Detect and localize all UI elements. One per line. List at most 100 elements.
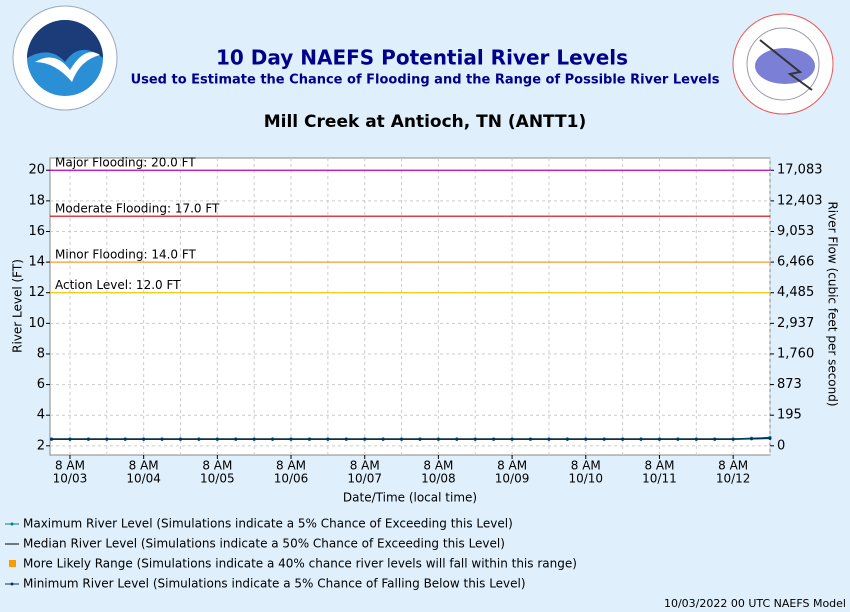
series-point <box>657 437 661 441</box>
series-point <box>529 437 533 441</box>
legend-label: More Likely Range (Simulations indicate … <box>23 557 577 571</box>
series-point <box>215 437 219 441</box>
series-point <box>436 437 440 441</box>
legend-label: Minimum River Level (Simulations indicat… <box>23 577 526 591</box>
series-point <box>307 437 311 441</box>
y-tick-label: 4 <box>37 408 45 423</box>
series-line <box>51 437 771 440</box>
x-tick-label: 8 AM <box>55 459 85 473</box>
y-tick-label: 2 <box>37 438 45 453</box>
x-tick-label: 8 AM <box>276 459 306 473</box>
y2-tick-label: 12,403 <box>777 193 823 208</box>
series-point <box>565 437 569 441</box>
station: Mill Creek at Antioch, TN (ANTT1) <box>264 112 587 132</box>
legend-marker <box>10 522 14 526</box>
threshold-label: Minor Flooding: 14.0 FT <box>55 248 197 262</box>
series-point <box>252 437 256 441</box>
noaa-logo <box>12 5 118 111</box>
x-tick-label: 8 AM <box>497 459 527 473</box>
title: 10 Day NAEFS Potential River Levels <box>216 46 628 70</box>
y-tick-label: 12 <box>28 285 45 300</box>
series-point <box>344 437 348 441</box>
x-tick-label: 10/07 <box>347 472 382 486</box>
footer: 10/03/2022 00 UTC NAEFS Model <box>664 597 846 610</box>
series-point <box>473 437 477 441</box>
series-point <box>289 437 293 441</box>
series-point <box>363 437 367 441</box>
x-tick-label: 10/11 <box>642 472 677 486</box>
series-point <box>731 437 735 441</box>
x-tick-label: 10/05 <box>200 472 235 486</box>
y2-tick-label: 2,937 <box>777 316 814 331</box>
x-axis-label: Date/Time (local time) <box>343 491 477 505</box>
x-tick-label: 8 AM <box>644 459 674 473</box>
x-tick-label: 8 AM <box>129 459 159 473</box>
y2-axis-label: River Flow (cubic feet per second) <box>826 201 840 406</box>
series-point <box>713 437 717 441</box>
series-point <box>584 437 588 441</box>
series-point <box>50 437 54 441</box>
y-tick-label: 8 <box>37 346 45 361</box>
legend-swatch <box>9 560 16 567</box>
y2-tick-label: 6,466 <box>777 255 814 270</box>
x-tick-label: 8 AM <box>718 459 748 473</box>
x-tick-label: 10/06 <box>274 472 309 486</box>
y2-tick-label: 0 <box>777 438 785 453</box>
y-tick-label: 16 <box>28 224 45 239</box>
series-point <box>768 436 772 440</box>
y2-tick-label: 873 <box>777 377 802 392</box>
y-tick-label: 18 <box>28 193 45 208</box>
y-tick-label: 14 <box>28 255 45 270</box>
series-point <box>234 437 238 441</box>
series-point <box>750 437 754 441</box>
subtitle: Used to Estimate the Chance of Flooding … <box>131 73 720 88</box>
series-point <box>400 437 404 441</box>
y2-tick-label: 1,760 <box>777 346 814 361</box>
series-point <box>197 437 201 441</box>
x-tick-label: 10/10 <box>568 472 603 486</box>
x-tick-label: 8 AM <box>571 459 601 473</box>
series-point <box>694 437 698 441</box>
x-tick-label: 8 AM <box>350 459 380 473</box>
threshold-label: Moderate Flooding: 17.0 FT <box>55 202 220 216</box>
series-point <box>510 437 514 441</box>
series-point <box>160 437 164 441</box>
x-tick-label: 10/08 <box>421 472 456 486</box>
y2-tick-label: 9,053 <box>777 224 814 239</box>
series-point <box>326 437 330 441</box>
series-point <box>639 437 643 441</box>
x-tick-label: 10/09 <box>495 472 530 486</box>
series-point <box>602 437 606 441</box>
threshold-label: Action Level: 12.0 FT <box>55 278 181 292</box>
legend-label: Median River Level (Simulations indicate… <box>23 537 505 551</box>
series-point <box>123 437 127 441</box>
nws-logo <box>732 13 834 115</box>
series-point <box>86 437 90 441</box>
y-tick-label: 20 <box>28 163 45 178</box>
series-point <box>142 437 146 441</box>
series-point <box>676 437 680 441</box>
x-tick-label: 10/04 <box>126 472 161 486</box>
y-axis-label: River Level (FT) <box>11 259 25 353</box>
threshold-label: Major Flooding: 20.0 FT <box>55 156 196 170</box>
series-point <box>178 437 182 441</box>
series-point <box>547 437 551 441</box>
legend-marker <box>10 582 14 586</box>
legend-label: Maximum River Level (Simulations indicat… <box>23 517 513 531</box>
y2-tick-label: 195 <box>777 408 802 423</box>
plot-area <box>49 157 771 456</box>
y-tick-label: 10 <box>28 316 45 331</box>
y2-tick-label: 4,485 <box>777 285 814 300</box>
series-point <box>418 437 422 441</box>
series-point <box>492 437 496 441</box>
y-tick-label: 6 <box>37 377 45 392</box>
x-tick-label: 8 AM <box>202 459 232 473</box>
y2-tick-label: 17,083 <box>777 163 823 178</box>
x-tick-label: 10/03 <box>53 472 88 486</box>
series-point <box>271 437 275 441</box>
series-point <box>105 437 109 441</box>
x-tick-label: 10/12 <box>716 472 751 486</box>
series-point <box>68 437 72 441</box>
series-point <box>381 437 385 441</box>
